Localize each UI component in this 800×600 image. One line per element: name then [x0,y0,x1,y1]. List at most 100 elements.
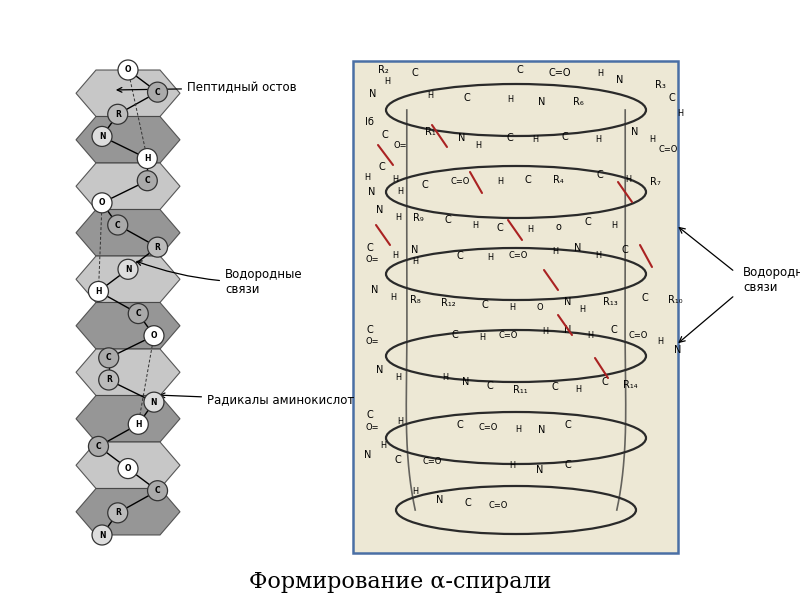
Text: H: H [657,337,663,346]
Polygon shape [76,70,180,116]
Text: R₆: R₆ [573,97,583,107]
Text: C: C [412,68,418,78]
Text: O=: O= [394,140,406,149]
Text: C: C [506,133,514,143]
Text: R₈: R₈ [410,295,420,305]
Text: R₁₂: R₁₂ [441,298,455,308]
Text: N: N [538,425,546,435]
Text: H: H [509,304,515,313]
Text: H: H [397,187,403,196]
Text: C: C [96,442,102,451]
Circle shape [118,458,138,479]
Text: O: O [150,331,158,340]
Circle shape [118,259,138,279]
Text: O: O [125,65,131,74]
Text: H: H [95,287,102,296]
Text: C=O: C=O [450,178,470,187]
Text: O: O [125,464,131,473]
Text: H: H [395,373,401,383]
Text: C: C [382,130,388,140]
Text: H: H [412,257,418,266]
Text: Формирование α-спирали: Формирование α-спирали [249,571,551,593]
Text: C: C [422,180,428,190]
Text: C: C [622,245,628,255]
Polygon shape [76,442,180,488]
Text: R₁: R₁ [425,127,435,137]
Polygon shape [76,302,180,349]
Text: H: H [380,440,386,449]
Text: R₁₃: R₁₃ [602,297,618,307]
Text: N: N [150,398,158,407]
Text: H: H [412,487,418,497]
Text: Водородные
связи: Водородные связи [137,261,302,296]
FancyBboxPatch shape [353,61,678,553]
Text: C: C [552,382,558,392]
Text: R₁₁: R₁₁ [513,385,527,395]
Text: C: C [525,175,531,185]
Text: R₁₄: R₁₄ [622,380,638,390]
Text: N: N [364,450,372,460]
Text: H: H [579,305,585,314]
Text: C: C [517,65,523,75]
Text: C: C [445,215,451,225]
Circle shape [138,171,158,191]
Text: C: C [497,223,503,233]
Text: N: N [436,495,444,505]
Circle shape [89,436,109,457]
Polygon shape [76,395,180,442]
Text: C: C [597,170,603,180]
Text: H: H [597,68,603,77]
Text: C=O: C=O [549,68,571,78]
Text: C=O: C=O [628,331,648,340]
Polygon shape [76,349,180,395]
Circle shape [128,304,148,323]
Text: C: C [486,381,494,391]
Text: C: C [154,88,160,97]
Text: N: N [98,132,106,141]
Text: H: H [595,136,601,145]
Text: C: C [394,455,402,465]
Text: R₉: R₉ [413,213,423,223]
Text: N: N [371,285,378,295]
Text: N: N [370,89,377,99]
Text: H: H [509,461,515,469]
Text: R: R [115,508,121,517]
Text: H: H [487,253,493,263]
Text: H: H [390,293,396,302]
Text: H: H [515,425,521,434]
Text: H: H [677,109,683,118]
Text: R: R [154,242,161,251]
Text: C: C [135,309,141,318]
Text: R: R [115,110,121,119]
Text: N: N [368,187,376,197]
Text: C=O: C=O [508,251,528,259]
Text: H: H [384,77,390,86]
Text: N: N [538,97,546,107]
Circle shape [144,392,164,412]
Text: R: R [106,376,112,385]
Circle shape [92,193,112,213]
Text: N: N [462,377,470,387]
Circle shape [128,414,148,434]
Text: H: H [507,95,513,104]
Polygon shape [76,256,180,302]
Text: C: C [482,300,488,310]
Text: C: C [154,486,160,495]
Text: o: o [555,222,561,232]
Polygon shape [76,163,180,209]
Text: N: N [631,127,638,137]
Circle shape [118,60,138,80]
Text: H: H [442,373,448,383]
Text: C: C [464,93,470,103]
Circle shape [98,348,118,368]
Text: Радикалы аминокислот: Радикалы аминокислот [160,393,354,407]
Text: O=: O= [366,256,378,265]
Circle shape [92,127,112,146]
Text: H: H [392,175,398,185]
Text: N: N [458,133,466,143]
Text: N: N [616,75,624,85]
Text: O: O [537,302,543,311]
Text: N: N [536,465,544,475]
Circle shape [108,503,128,523]
Text: N: N [564,325,572,335]
